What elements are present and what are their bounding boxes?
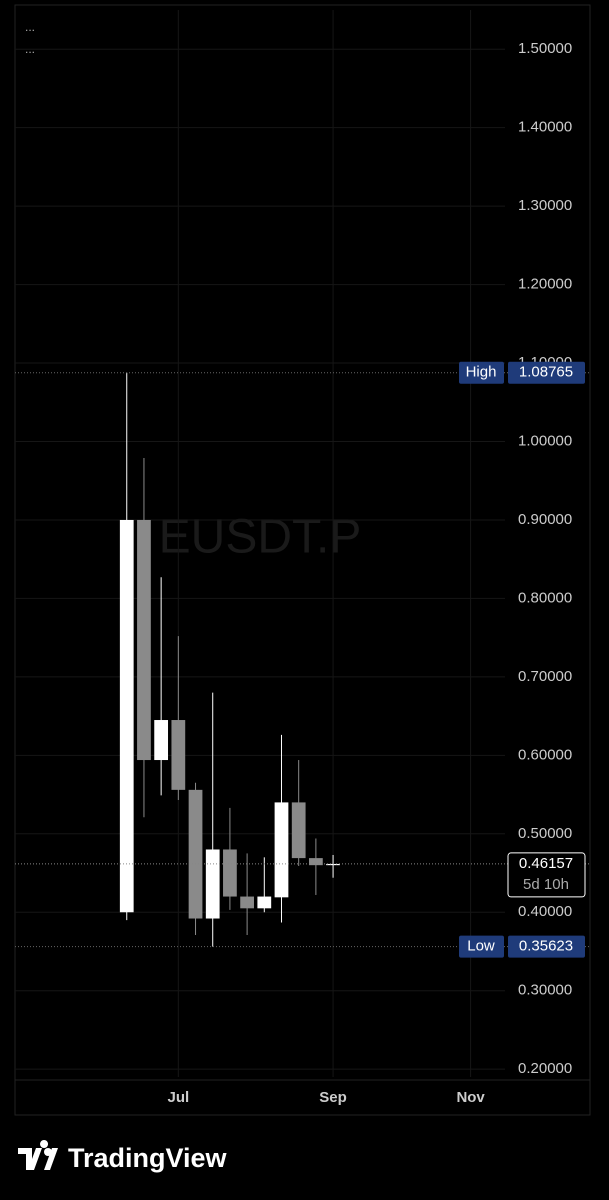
candle-body xyxy=(257,896,272,909)
brand: TradingView xyxy=(68,1143,228,1173)
y-tick-label: 0.80000 xyxy=(518,589,572,606)
y-tick-label: 0.60000 xyxy=(518,746,572,763)
high-value-box xyxy=(508,361,585,384)
candle-body xyxy=(205,849,220,919)
low-value: 0.35623 xyxy=(519,938,573,955)
y-tick-label: 0.40000 xyxy=(518,903,572,920)
high-tag xyxy=(459,361,504,384)
menu[interactable]: ... xyxy=(25,20,35,34)
candle-body xyxy=(223,849,237,897)
y-tick-label: 1.50000 xyxy=(518,40,572,57)
watermark: EUSDT.P xyxy=(159,511,362,564)
candle-body xyxy=(188,789,203,919)
countdown: 5d 10h xyxy=(523,876,569,893)
chart-panel xyxy=(14,4,591,1116)
x-tick-label: Sep xyxy=(319,1089,347,1106)
candle-body xyxy=(326,863,340,866)
last-price: 0.46157 xyxy=(519,855,573,872)
candle-body xyxy=(137,519,151,761)
candle-body xyxy=(309,858,323,866)
candle-body xyxy=(171,720,186,790)
y-tick-label: 1.40000 xyxy=(518,119,572,136)
candle-body xyxy=(274,802,289,898)
logo-icon xyxy=(44,1148,58,1170)
y-tick-label: 1.20000 xyxy=(518,276,572,293)
y-tick-label: 0.70000 xyxy=(518,668,572,685)
candle-body xyxy=(154,720,169,761)
high-value: 1.08765 xyxy=(519,364,573,381)
y-tick-label: 0.50000 xyxy=(518,825,572,842)
low-value-box xyxy=(508,935,585,958)
candle-body xyxy=(291,802,306,859)
y-tick-label: 1.30000 xyxy=(518,197,572,214)
x-tick-label: Jul xyxy=(167,1089,189,1106)
logo: TradingView xyxy=(18,1140,228,1173)
y-tick-label: 1.00000 xyxy=(518,432,572,449)
x-tick-label: Nov xyxy=(456,1089,485,1106)
y-tick-label: 0.20000 xyxy=(518,1060,572,1077)
y-tick-label: 0.90000 xyxy=(518,511,572,528)
low-label: Low xyxy=(467,938,495,955)
candle-body xyxy=(240,896,254,909)
low-tag xyxy=(459,935,504,958)
logo-icon xyxy=(18,1140,49,1170)
high-label: High xyxy=(466,364,497,381)
y-tick-label: 0.30000 xyxy=(518,982,572,999)
candle-body xyxy=(119,519,134,913)
last-price-box xyxy=(507,852,586,898)
